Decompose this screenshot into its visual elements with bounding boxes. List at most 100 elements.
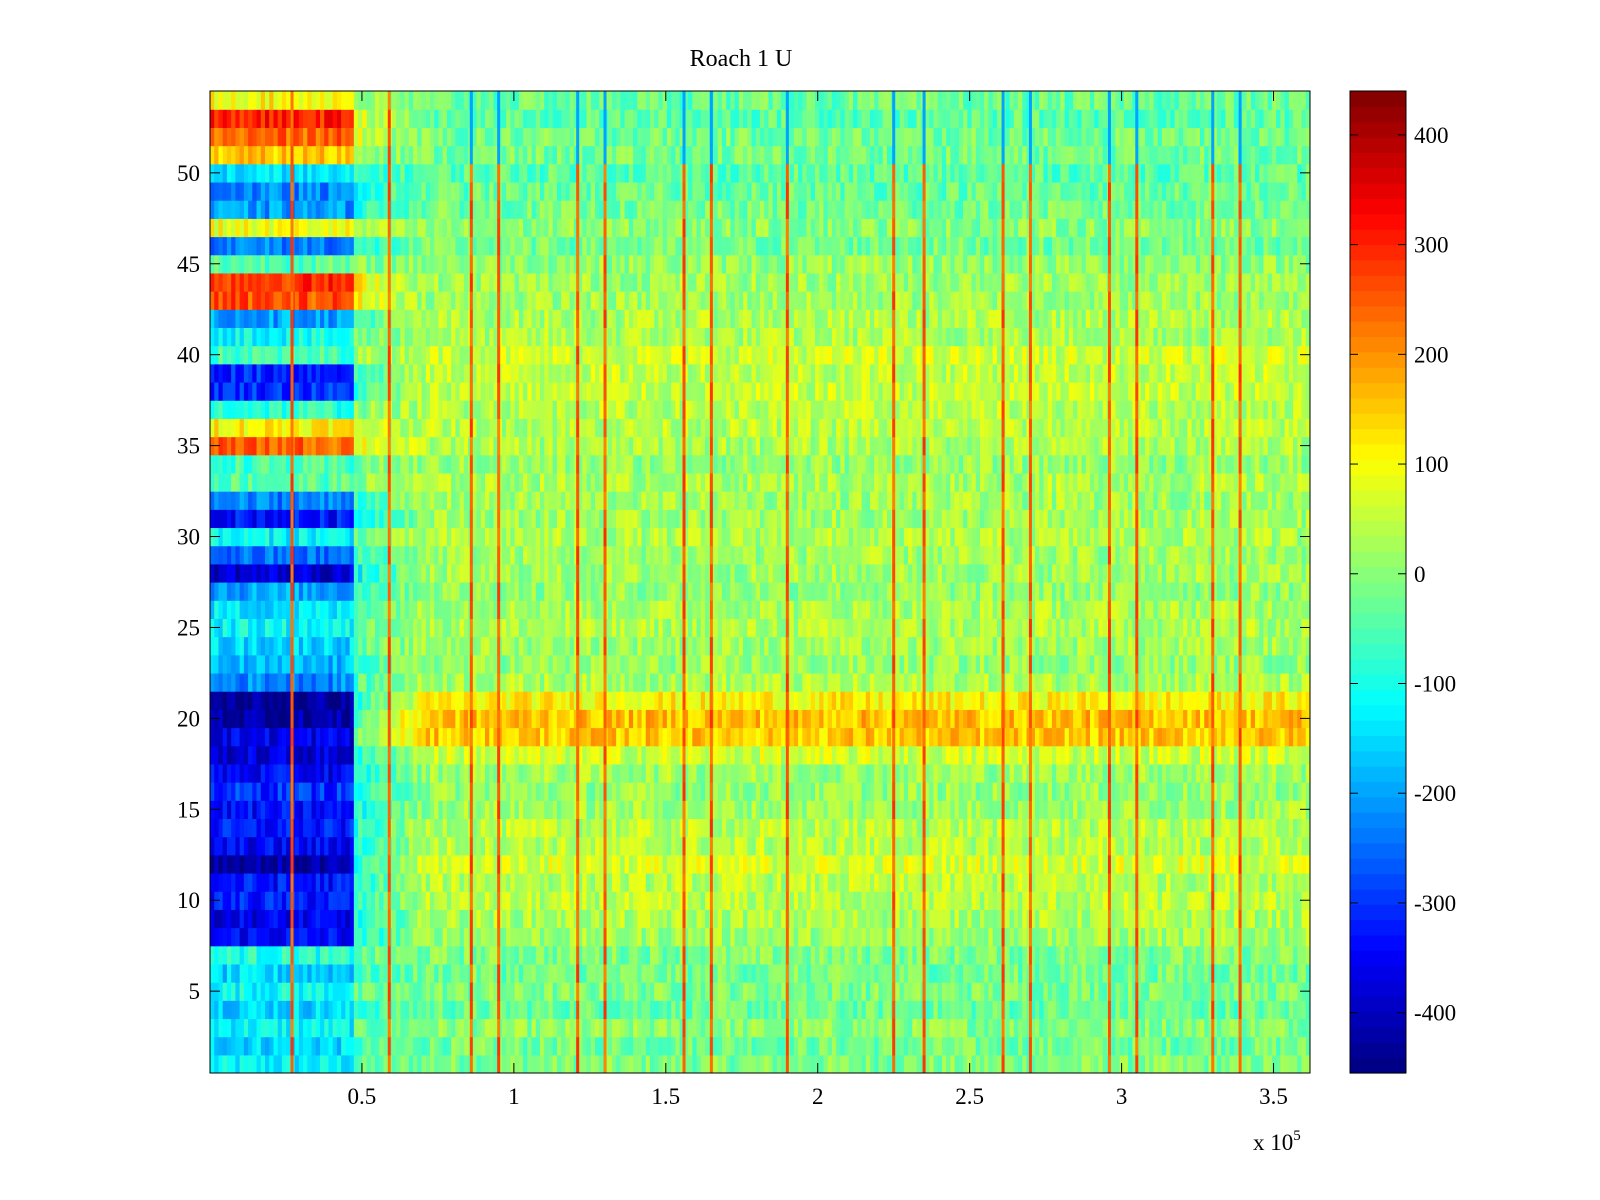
heatmap-cell (260, 745, 266, 765)
heatmap-cell (1221, 800, 1226, 820)
heatmap-cell (886, 836, 892, 856)
heatmap-cell (442, 927, 448, 947)
heatmap-cell (1174, 909, 1180, 929)
heatmap-cell (311, 836, 317, 856)
heatmap-cell (222, 1000, 228, 1020)
heatmap-cell (548, 891, 554, 910)
heatmap-cell (738, 782, 744, 801)
heatmap-cell (535, 1018, 541, 1038)
heatmap-cell (713, 927, 719, 947)
heatmap-cell (633, 891, 638, 910)
heatmap-cell (772, 945, 778, 965)
heatmap-cell (793, 982, 799, 1001)
heatmap-cell (747, 963, 753, 983)
heatmap-cell (1013, 727, 1019, 747)
heatmap-cell (391, 872, 397, 892)
heatmap-cell (501, 782, 507, 801)
heatmap-cell (1140, 836, 1146, 856)
heatmap-cell (489, 800, 495, 820)
heatmap-cell (1022, 1054, 1028, 1073)
heatmap-cell (988, 782, 994, 801)
heatmap-cell (666, 927, 672, 947)
heatmap-cell (675, 836, 681, 856)
heatmap-cell (823, 872, 829, 892)
heatmap-cell (895, 836, 901, 856)
heatmap-cell (1043, 727, 1049, 747)
heatmap-cell (1030, 1054, 1036, 1073)
heatmap-cell (1242, 927, 1248, 947)
heatmap-cell (442, 945, 448, 965)
heatmap-cell (451, 872, 456, 892)
heatmap-cell (1013, 963, 1019, 983)
heatmap-cell (903, 782, 909, 801)
heatmap-cell (1119, 763, 1125, 783)
heatmap-cell (730, 891, 736, 910)
heatmap-cell (721, 1054, 727, 1073)
heatmap-cell (248, 872, 253, 892)
heatmap-cell (1280, 1036, 1286, 1056)
heatmap-cell (1039, 1000, 1045, 1020)
heatmap-cell (265, 763, 270, 783)
heatmap-cell (307, 836, 313, 856)
heatmap-cell (1178, 872, 1184, 892)
heatmap-cell (806, 1018, 812, 1038)
heatmap-cell (218, 909, 224, 929)
heatmap-cell (430, 745, 435, 765)
heatmap-cell (1149, 1000, 1155, 1020)
heatmap-cell (988, 927, 994, 947)
heatmap-cell (1115, 745, 1121, 765)
heatmap-cell (764, 1018, 770, 1038)
heatmap-cell (781, 1054, 786, 1073)
heatmap-cell (472, 745, 478, 765)
heatmap-cell (565, 891, 571, 910)
heatmap-cell (544, 818, 550, 838)
heatmap-cell (751, 763, 757, 783)
heatmap-cell (1123, 1018, 1129, 1038)
heatmap-cell (929, 1036, 935, 1056)
heatmap-cell (933, 891, 939, 910)
heatmap-cell (362, 763, 368, 783)
heatmap-cell (857, 927, 863, 947)
heatmap-cell (899, 727, 905, 747)
heatmap-cell (607, 1036, 613, 1056)
heatmap-cell (1280, 945, 1286, 965)
heatmap-cell (243, 782, 249, 801)
heatmap-cell (933, 1000, 939, 1020)
heatmap-cell (950, 891, 956, 910)
heatmap-cell (831, 1000, 837, 1020)
heatmap-cell (1068, 782, 1074, 801)
heatmap-cell (798, 1000, 803, 1020)
heatmap-cell (493, 800, 499, 820)
heatmap-cell (823, 782, 829, 801)
heatmap-cell (1305, 782, 1310, 801)
heatmap-cell (459, 891, 465, 910)
heatmap-cell (463, 1036, 469, 1056)
heatmap-cell (658, 800, 664, 820)
heatmap-cell (1212, 1018, 1218, 1038)
heatmap-cell (256, 909, 262, 929)
heatmap-cell (840, 745, 846, 765)
heatmap-cell (544, 872, 550, 892)
heatmap-cell (908, 745, 913, 765)
heatmap-cell (417, 1000, 423, 1020)
heatmap-cell (848, 945, 854, 965)
heatmap-cell (320, 963, 325, 983)
heatmap-cell (1305, 1036, 1310, 1056)
heatmap-cell (218, 763, 224, 783)
heatmap-cell (544, 963, 550, 983)
heatmap-cell (366, 872, 372, 892)
heatmap-cell (1161, 800, 1167, 820)
heatmap-cell (1187, 909, 1193, 929)
heatmap-cell (1267, 982, 1273, 1001)
heatmap-cell (810, 727, 816, 747)
heatmap-cell (493, 963, 499, 983)
heatmap-cell (620, 1018, 626, 1038)
heatmap-cell (569, 909, 575, 929)
heatmap-cell (912, 909, 918, 929)
heatmap-cell (518, 1036, 524, 1056)
heatmap-cell (1267, 927, 1273, 947)
heatmap-cell (235, 982, 241, 1001)
heatmap-cell (345, 745, 351, 765)
heatmap-cell (895, 1054, 901, 1073)
heatmap-cell (933, 945, 939, 965)
